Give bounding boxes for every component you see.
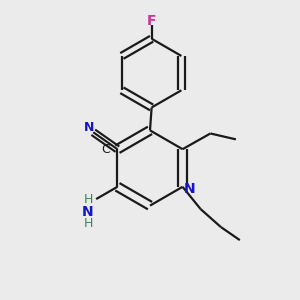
Text: C: C: [101, 143, 110, 156]
Text: N: N: [184, 182, 196, 197]
Text: H: H: [83, 217, 93, 230]
Text: N: N: [84, 121, 94, 134]
Text: H: H: [83, 193, 93, 206]
Text: N: N: [82, 205, 94, 218]
Text: F: F: [147, 14, 156, 28]
